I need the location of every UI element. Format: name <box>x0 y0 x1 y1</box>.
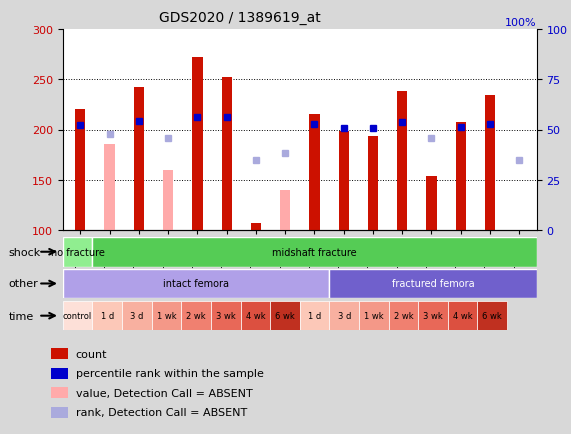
Bar <box>192 58 203 230</box>
Text: 1 d: 1 d <box>308 312 321 320</box>
Text: 3 d: 3 d <box>337 312 351 320</box>
Bar <box>485 96 495 230</box>
Bar <box>270 301 300 331</box>
Bar <box>251 223 261 230</box>
Text: 1 d: 1 d <box>100 312 114 320</box>
Bar <box>240 301 270 331</box>
Text: fractured femora: fractured femora <box>392 279 475 289</box>
Text: midshaft fracture: midshaft fracture <box>272 247 357 257</box>
Text: no fracture: no fracture <box>51 247 104 257</box>
Text: control: control <box>63 312 93 320</box>
Text: 2 wk: 2 wk <box>393 312 413 320</box>
Bar <box>329 269 537 299</box>
Text: 6 wk: 6 wk <box>275 312 295 320</box>
Bar <box>75 110 86 230</box>
Text: 3 wk: 3 wk <box>423 312 443 320</box>
Bar <box>222 78 232 230</box>
Bar <box>456 123 466 230</box>
Bar <box>182 301 211 331</box>
Bar <box>418 301 448 331</box>
Bar <box>427 176 437 230</box>
Bar <box>397 92 407 230</box>
Bar <box>329 301 359 331</box>
Bar <box>152 301 182 331</box>
Text: 2 wk: 2 wk <box>186 312 206 320</box>
Text: 3 d: 3 d <box>130 312 143 320</box>
Bar <box>280 190 290 230</box>
Text: percentile rank within the sample: percentile rank within the sample <box>76 368 264 378</box>
Bar <box>51 407 69 418</box>
Text: time: time <box>9 311 34 321</box>
Bar <box>104 144 115 230</box>
Bar <box>359 301 389 331</box>
Text: value, Detection Call = ABSENT: value, Detection Call = ABSENT <box>76 388 252 398</box>
Text: GDS2020 / 1389619_at: GDS2020 / 1389619_at <box>159 11 321 25</box>
Text: 100%: 100% <box>505 18 537 28</box>
Bar <box>368 136 378 230</box>
Bar <box>389 301 418 331</box>
Bar <box>300 301 329 331</box>
Bar <box>93 301 122 331</box>
Text: rank, Detection Call = ABSENT: rank, Detection Call = ABSENT <box>76 408 247 417</box>
Bar <box>51 348 69 359</box>
Text: 4 wk: 4 wk <box>453 312 472 320</box>
Text: 1 wk: 1 wk <box>156 312 176 320</box>
Bar <box>51 368 69 378</box>
Text: 4 wk: 4 wk <box>246 312 265 320</box>
Bar <box>51 387 69 398</box>
Text: 6 wk: 6 wk <box>482 312 502 320</box>
Text: shock: shock <box>9 247 41 257</box>
Bar <box>211 301 240 331</box>
Bar <box>134 88 144 230</box>
Bar <box>477 301 507 331</box>
Text: other: other <box>9 279 38 289</box>
Text: intact femora: intact femora <box>163 279 229 289</box>
Text: count: count <box>76 349 107 358</box>
Bar <box>63 269 329 299</box>
Bar <box>163 170 173 230</box>
Bar <box>122 301 152 331</box>
Bar <box>63 237 93 267</box>
Bar <box>309 115 320 230</box>
Text: 3 wk: 3 wk <box>216 312 236 320</box>
Bar <box>448 301 477 331</box>
Bar <box>63 301 93 331</box>
Text: 1 wk: 1 wk <box>364 312 384 320</box>
Bar <box>339 131 349 230</box>
